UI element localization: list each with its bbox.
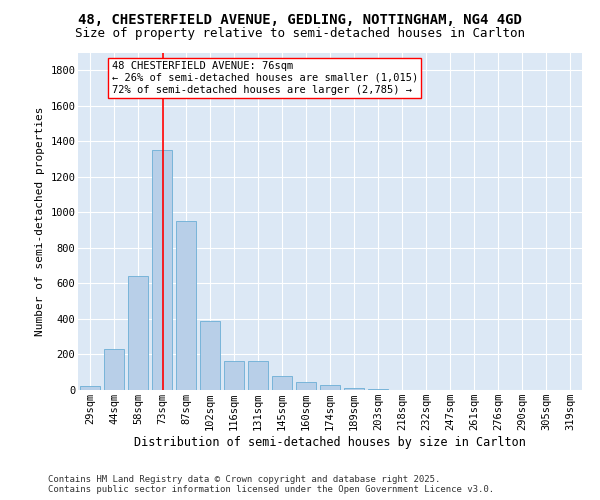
Text: 48, CHESTERFIELD AVENUE, GEDLING, NOTTINGHAM, NG4 4GD: 48, CHESTERFIELD AVENUE, GEDLING, NOTTIN… bbox=[78, 12, 522, 26]
X-axis label: Distribution of semi-detached houses by size in Carlton: Distribution of semi-detached houses by … bbox=[134, 436, 526, 449]
Bar bbox=[272, 376, 292, 390]
Bar bbox=[104, 349, 124, 390]
Bar bbox=[200, 320, 220, 390]
Bar bbox=[224, 360, 244, 390]
Bar bbox=[80, 386, 100, 390]
Y-axis label: Number of semi-detached properties: Number of semi-detached properties bbox=[35, 106, 44, 336]
Bar bbox=[248, 360, 268, 390]
Bar bbox=[176, 221, 196, 390]
Bar bbox=[128, 276, 148, 390]
Bar bbox=[368, 389, 388, 390]
Bar bbox=[152, 150, 172, 390]
Bar bbox=[296, 382, 316, 390]
Text: Contains HM Land Registry data © Crown copyright and database right 2025.
Contai: Contains HM Land Registry data © Crown c… bbox=[48, 474, 494, 494]
Bar bbox=[320, 384, 340, 390]
Bar bbox=[344, 388, 364, 390]
Text: 48 CHESTERFIELD AVENUE: 76sqm
← 26% of semi-detached houses are smaller (1,015)
: 48 CHESTERFIELD AVENUE: 76sqm ← 26% of s… bbox=[112, 62, 418, 94]
Text: Size of property relative to semi-detached houses in Carlton: Size of property relative to semi-detach… bbox=[75, 28, 525, 40]
